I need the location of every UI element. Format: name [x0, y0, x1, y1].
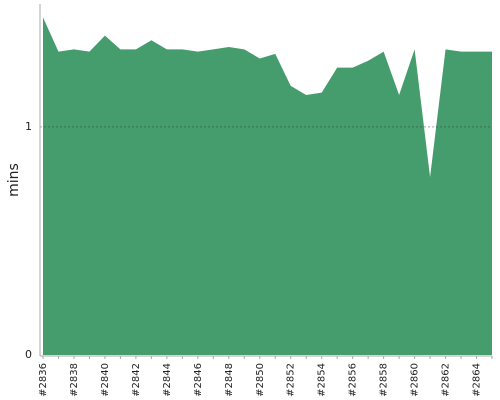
- area: [43, 17, 492, 355]
- x-tick-label: #2864: [472, 363, 483, 397]
- y-tick-label: 1: [25, 120, 32, 133]
- x-tick-label: #2860: [410, 363, 421, 397]
- x-tick-label: #2838: [69, 363, 80, 397]
- x-tick-label: #2852: [286, 363, 297, 397]
- x-tick-label: #2854: [317, 363, 328, 397]
- x-tick-label: #2844: [162, 363, 173, 397]
- x-tick-label: #2858: [379, 363, 390, 397]
- x-tick-label: #2848: [224, 363, 235, 397]
- x-tick-label: #2850: [255, 363, 266, 397]
- x-tick-label: #2836: [38, 363, 49, 397]
- x-tick-label: #2856: [348, 363, 359, 397]
- x-tick-label: #2846: [193, 363, 204, 397]
- y-tick-label: 0: [25, 348, 32, 361]
- y-axis-label: mins: [6, 163, 22, 197]
- x-tick-label: #2862: [441, 363, 452, 397]
- x-tick-label: #2840: [100, 363, 111, 397]
- x-tick-label: #2842: [131, 363, 142, 397]
